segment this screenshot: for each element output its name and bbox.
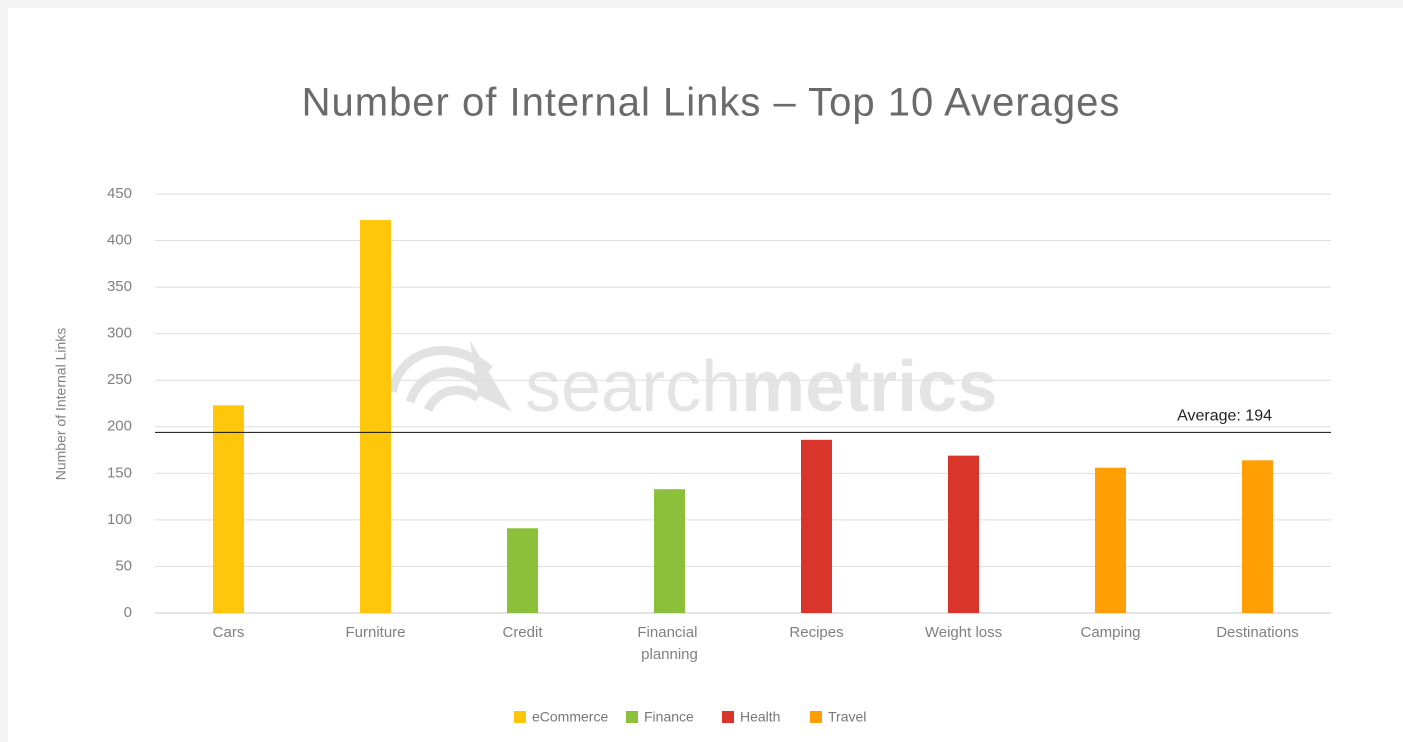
y-tick-label: 400 — [107, 232, 132, 249]
y-tick-label: 150 — [107, 464, 132, 481]
x-tick-label: Cars — [213, 624, 245, 641]
average-label: Average: 194 — [1177, 408, 1272, 425]
bar — [213, 405, 244, 613]
x-tick-label: Credit — [502, 624, 543, 641]
bar — [948, 455, 979, 613]
legend-label: Travel — [828, 709, 866, 725]
watermark-part: metrics — [741, 347, 997, 427]
y-tick-label: 0 — [124, 604, 132, 621]
y-tick-label: 350 — [107, 278, 132, 295]
x-tick-label: Financial planning — [637, 624, 701, 663]
x-tick-label: Destinations — [1216, 624, 1299, 641]
legend-swatch — [810, 711, 822, 723]
chart-title: Number of Internal Links – Top 10 Averag… — [302, 81, 1121, 125]
bar — [1095, 467, 1126, 613]
x-tick-label: Weight loss — [925, 624, 1002, 641]
watermark-logo — [387, 340, 512, 413]
bar — [507, 528, 538, 613]
y-tick-label: 200 — [107, 418, 132, 435]
watermark: searchmetrics — [525, 347, 997, 427]
x-tick-label: Recipes — [789, 624, 843, 641]
bar — [654, 489, 685, 613]
bar — [1242, 460, 1273, 613]
y-tick-label: 250 — [107, 371, 132, 388]
legend-label: Health — [740, 709, 780, 725]
legend-label: eCommerce — [532, 709, 608, 725]
card — [8, 8, 1403, 742]
y-tick-label: 100 — [107, 511, 132, 528]
legend-swatch — [722, 711, 734, 723]
y-tick-label: 300 — [107, 325, 132, 342]
legend-label: Finance — [644, 709, 694, 725]
bar — [801, 439, 832, 613]
x-tick-label: Camping — [1080, 624, 1140, 641]
x-tick-label: Furniture — [345, 624, 405, 641]
y-tick-label: 450 — [107, 185, 132, 202]
legend-swatch — [514, 711, 526, 723]
legend-swatch — [626, 711, 638, 723]
bar — [360, 220, 391, 613]
y-axis-label: Number of Internal Links — [53, 328, 69, 481]
y-tick-label: 50 — [115, 557, 132, 574]
watermark-part: search — [525, 347, 741, 427]
